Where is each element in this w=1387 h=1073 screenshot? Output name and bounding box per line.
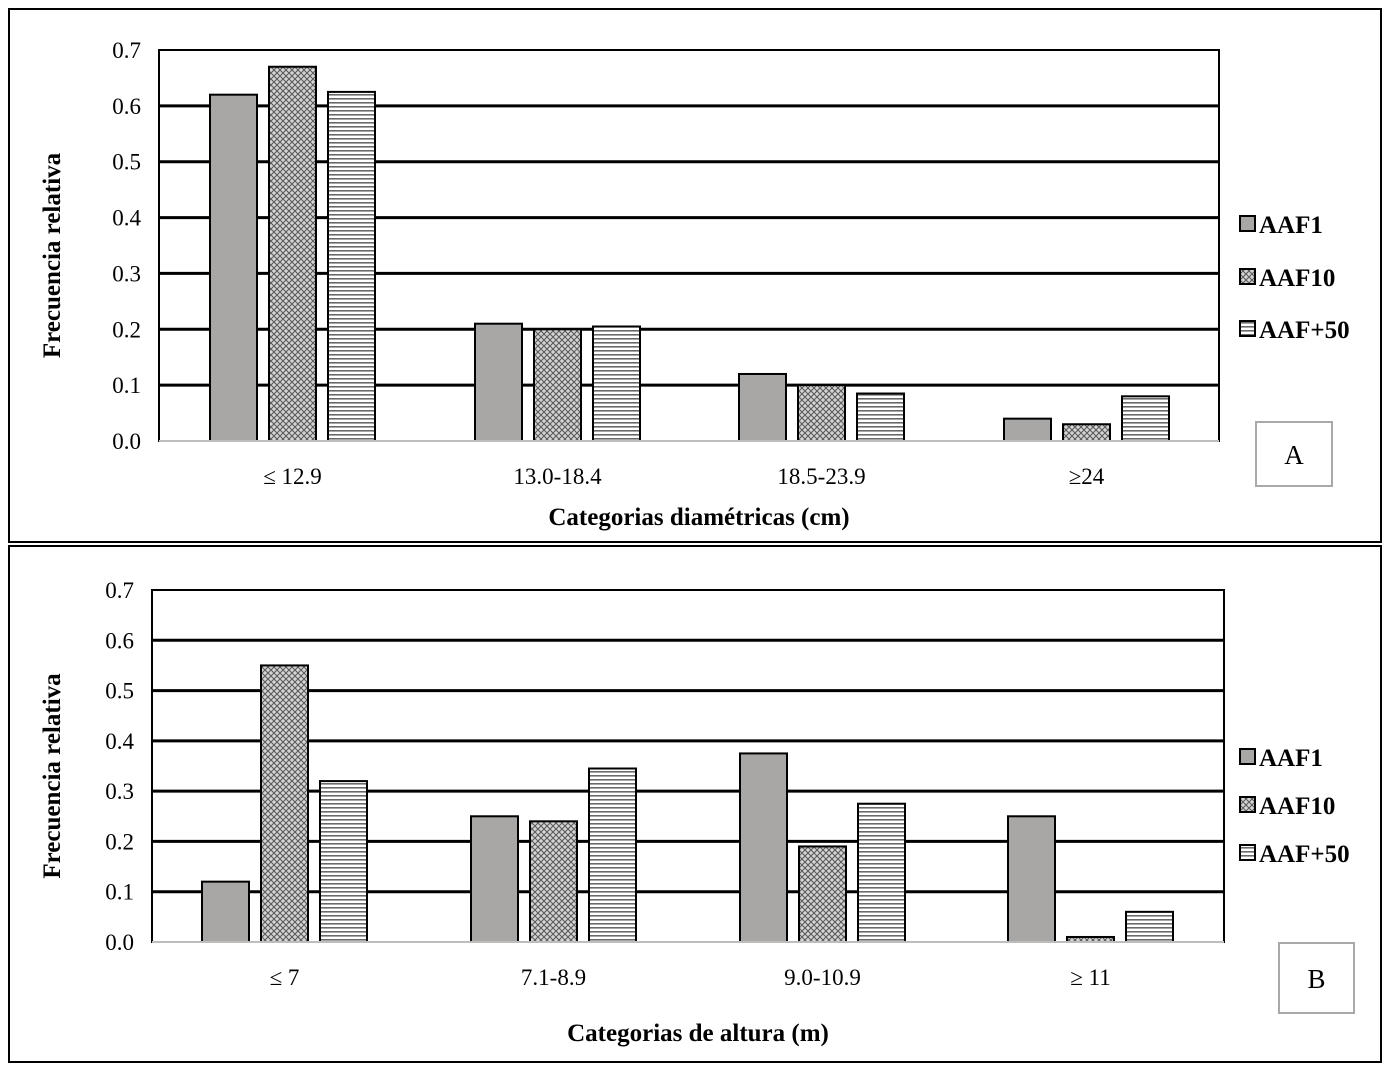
legend-swatch-aaf1 [1239,748,1256,765]
bar-aaf1-9-0-10-9 [739,752,788,943]
bar-aaf-50-7 [319,780,368,943]
legend-label-aaf-50: AAF+50 [1259,317,1350,344]
legend-label-aaf-50: AAF+50 [1259,841,1350,868]
bar-aaf10-24 [1062,423,1111,443]
bar-aaf1-13-0-18-4 [474,322,523,443]
y-tick-label: 0.2 [112,317,141,342]
bar-aaf10-12-9 [268,65,317,442]
bar-aaf1-7 [201,880,250,943]
x-category-label: 18.5-23.9 [777,464,865,489]
bar-aaf1-7-1-8-9 [470,815,519,943]
x-axis-title: Categorias diamétricas (cm) [548,504,849,531]
y-axis-title: Frecuencia relativa [39,152,66,358]
y-tick-label: 0.3 [112,261,141,286]
bar-aaf-50-7-1-8-9 [588,767,637,943]
y-tick-label: 0.7 [112,38,141,63]
legend-label-aaf10: AAF10 [1259,265,1335,292]
bar-aaf-50-9-0-10-9 [857,802,906,944]
bar-aaf-50-12-9 [327,90,376,443]
y-tick-label: 0.0 [112,429,141,454]
x-axis-title: Categorias de altura (m) [567,1020,829,1047]
y-tick-label: 0.6 [105,628,134,653]
y-tick-label: 0.3 [105,779,134,804]
y-tick-label: 0.1 [105,880,134,905]
x-category-label: 9.0-10.9 [784,965,861,990]
bar-aaf1-24 [1003,417,1052,442]
legend-swatch-aaf10 [1239,268,1256,285]
bar-aaf10-9-0-10-9 [798,845,847,944]
legend-swatch-aaf-50 [1239,844,1256,861]
bar-aaf1-11 [1007,815,1056,943]
x-category-label: 7.1-8.9 [521,965,586,990]
y-tick-label: 0.0 [105,930,134,955]
legend-label-aaf1: AAF1 [1259,212,1323,239]
y-tick-label: 0.5 [105,679,134,704]
bar-aaf10-13-0-18-4 [533,328,582,442]
legend-label-aaf10: AAF10 [1259,793,1335,820]
plot-area [151,589,1225,943]
panel-label-box [1278,942,1355,1014]
x-category-label: ≤ 7 [270,965,300,990]
x-category-label: ≤ 12.9 [263,464,322,489]
y-tick-label: 0.4 [105,729,134,754]
x-category-label: ≥ 11 [1070,965,1111,990]
y-tick-label: 0.4 [112,206,141,231]
bar-aaf-50-11 [1125,910,1174,944]
bar-aaf-50-24 [1121,395,1170,443]
bar-aaf1-18-5-23-9 [738,372,787,443]
plot-area [158,49,1220,442]
x-category-label: 13.0-18.4 [513,464,602,489]
bar-aaf10-7 [260,664,309,944]
bar-aaf-50-18-5-23-9 [856,392,905,442]
y-tick-label: 0.1 [112,373,141,398]
legend-label-aaf1: AAF1 [1259,745,1323,772]
y-axis-title: Frecuencia relativa [39,673,66,879]
panel-label: A [1284,440,1304,470]
chart-panel-a: 0.0 0.1 0.2 0.3 0.4 0.5 0.6 0.7 ≤ 12.9 13.0-18.4 1… [8,8,1382,543]
bar-aaf1-12-9 [209,93,258,443]
y-tick-label: 0.7 [105,578,134,603]
y-tick-label: 0.6 [112,94,141,119]
chart-a-svg: 0.0 0.1 0.2 0.3 0.4 0.5 0.6 0.7 ≤ 12.9 13.0-18.4 1… [39,38,1350,531]
y-tick-label: 0.2 [105,829,134,854]
legend-swatch-aaf10 [1239,796,1256,813]
legend-swatch-aaf-50 [1239,320,1256,337]
legend-swatch-aaf1 [1239,215,1256,232]
y-tick-label: 0.5 [112,150,141,175]
bar-aaf-50-13-0-18-4 [592,325,641,442]
panel-label-box [1255,421,1333,487]
panel-label: B [1307,964,1325,994]
chart-b-svg: 0.0 0.1 0.2 0.3 0.4 0.5 0.6 0.7 ≤ 7 7.1-8.9 9.0-10… [39,578,1355,1047]
chart-panel-b: 0.0 0.1 0.2 0.3 0.4 0.5 0.6 0.7 ≤ 7 7.1-8.9 9.0-10… [8,545,1382,1063]
bar-aaf10-18-5-23-9 [797,384,846,442]
x-category-label: ≥24 [1069,464,1105,489]
bar-aaf10-7-1-8-9 [529,820,578,944]
